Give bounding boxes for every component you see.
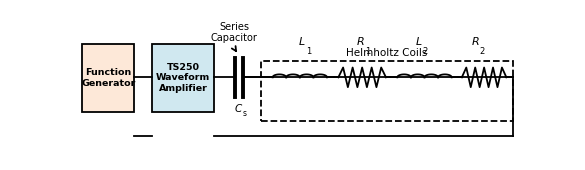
- Text: L: L: [299, 37, 305, 47]
- Text: Function
Generator: Function Generator: [81, 68, 136, 88]
- Text: Helmholtz Coils: Helmholtz Coils: [346, 48, 428, 58]
- Text: R: R: [357, 37, 365, 47]
- FancyBboxPatch shape: [82, 44, 135, 112]
- Text: 1: 1: [364, 47, 370, 56]
- Text: 2: 2: [422, 47, 428, 56]
- Text: Series
Capacitor: Series Capacitor: [211, 22, 257, 43]
- Text: L: L: [415, 37, 422, 47]
- Text: 1: 1: [306, 47, 311, 56]
- Text: TS250
Waveform
Amplifier: TS250 Waveform Amplifier: [156, 63, 210, 93]
- Text: R: R: [472, 37, 480, 47]
- FancyBboxPatch shape: [153, 44, 214, 112]
- Text: C: C: [235, 104, 242, 114]
- Text: 2: 2: [480, 47, 485, 56]
- Text: s: s: [243, 109, 246, 118]
